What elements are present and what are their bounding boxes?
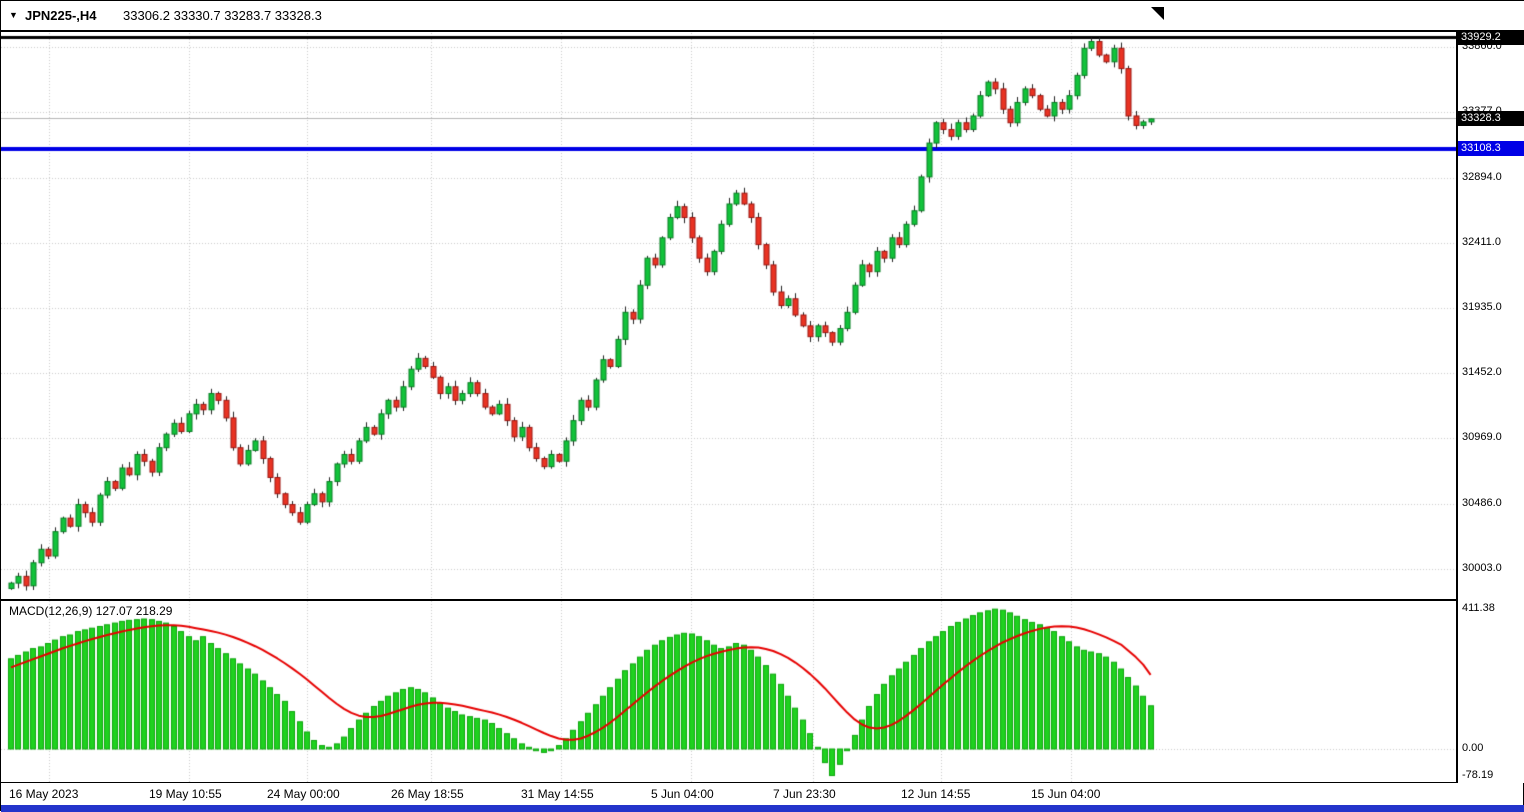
price-axis[interactable]: 33860.033377.032894.032411.031935.031452… xyxy=(1458,1,1524,783)
macd-axis-label: 0.00 xyxy=(1462,742,1484,754)
macd-panel-canvas[interactable] xyxy=(1,601,1458,782)
time-axis-label: 12 Jun 14:55 xyxy=(901,787,971,801)
price-axis-label: 30003.0 xyxy=(1462,562,1502,574)
macd-axis-label: 411.38 xyxy=(1462,602,1495,614)
price-axis-label: 31452.0 xyxy=(1462,366,1502,378)
price-axis-label: 31935.0 xyxy=(1462,301,1502,313)
chart-title-bar: ▼ JPN225-,H4 33306.2 33330.7 33283.7 333… xyxy=(1,1,1524,30)
time-axis-label: 31 May 14:55 xyxy=(521,787,594,801)
time-axis-label: 15 Jun 04:00 xyxy=(1031,787,1101,801)
chart-right-border xyxy=(1456,30,1458,783)
price-line-badge: 33929.2 xyxy=(1458,30,1524,45)
macd-axis-label: -78.19 xyxy=(1462,769,1494,781)
price-line-badge: 33108.3 xyxy=(1458,141,1524,156)
price-axis-label: 30969.0 xyxy=(1462,431,1502,443)
time-axis-label: 26 May 18:55 xyxy=(391,787,464,801)
bottom-bar xyxy=(1,805,1524,812)
ohlc-values-label: 33306.2 33330.7 33283.7 33328.3 xyxy=(123,8,322,23)
panel-separator xyxy=(1,599,1458,601)
symbol-period-label: JPN225-,H4 xyxy=(25,8,97,23)
time-axis-label: 5 Jun 04:00 xyxy=(651,787,714,801)
time-axis[interactable]: 16 May 2023 19 May 10:55 24 May 00:00 26 Ma… xyxy=(1,783,1458,805)
time-axis-label: 16 May 2023 xyxy=(9,787,79,801)
time-axis-label: 19 May 10:55 xyxy=(149,787,222,801)
main-chart-canvas[interactable] xyxy=(1,30,1458,599)
chart-shift-marker-icon xyxy=(1151,7,1164,20)
price-axis-label: 30486.0 xyxy=(1462,497,1502,509)
chart-top-border xyxy=(1,30,1458,32)
price-line-badge: 33328.3 xyxy=(1458,111,1524,126)
price-axis-label: 32411.0 xyxy=(1462,236,1501,248)
time-axis-label: 24 May 00:00 xyxy=(267,787,340,801)
price-axis-label: 32894.0 xyxy=(1462,171,1502,183)
symbol-dropdown-icon: ▼ xyxy=(9,10,18,20)
time-axis-label: 7 Jun 23:30 xyxy=(773,787,836,801)
macd-bottom-border xyxy=(1,782,1458,783)
macd-indicator-label: MACD(12,26,9) 127.07 218.29 xyxy=(9,604,173,618)
